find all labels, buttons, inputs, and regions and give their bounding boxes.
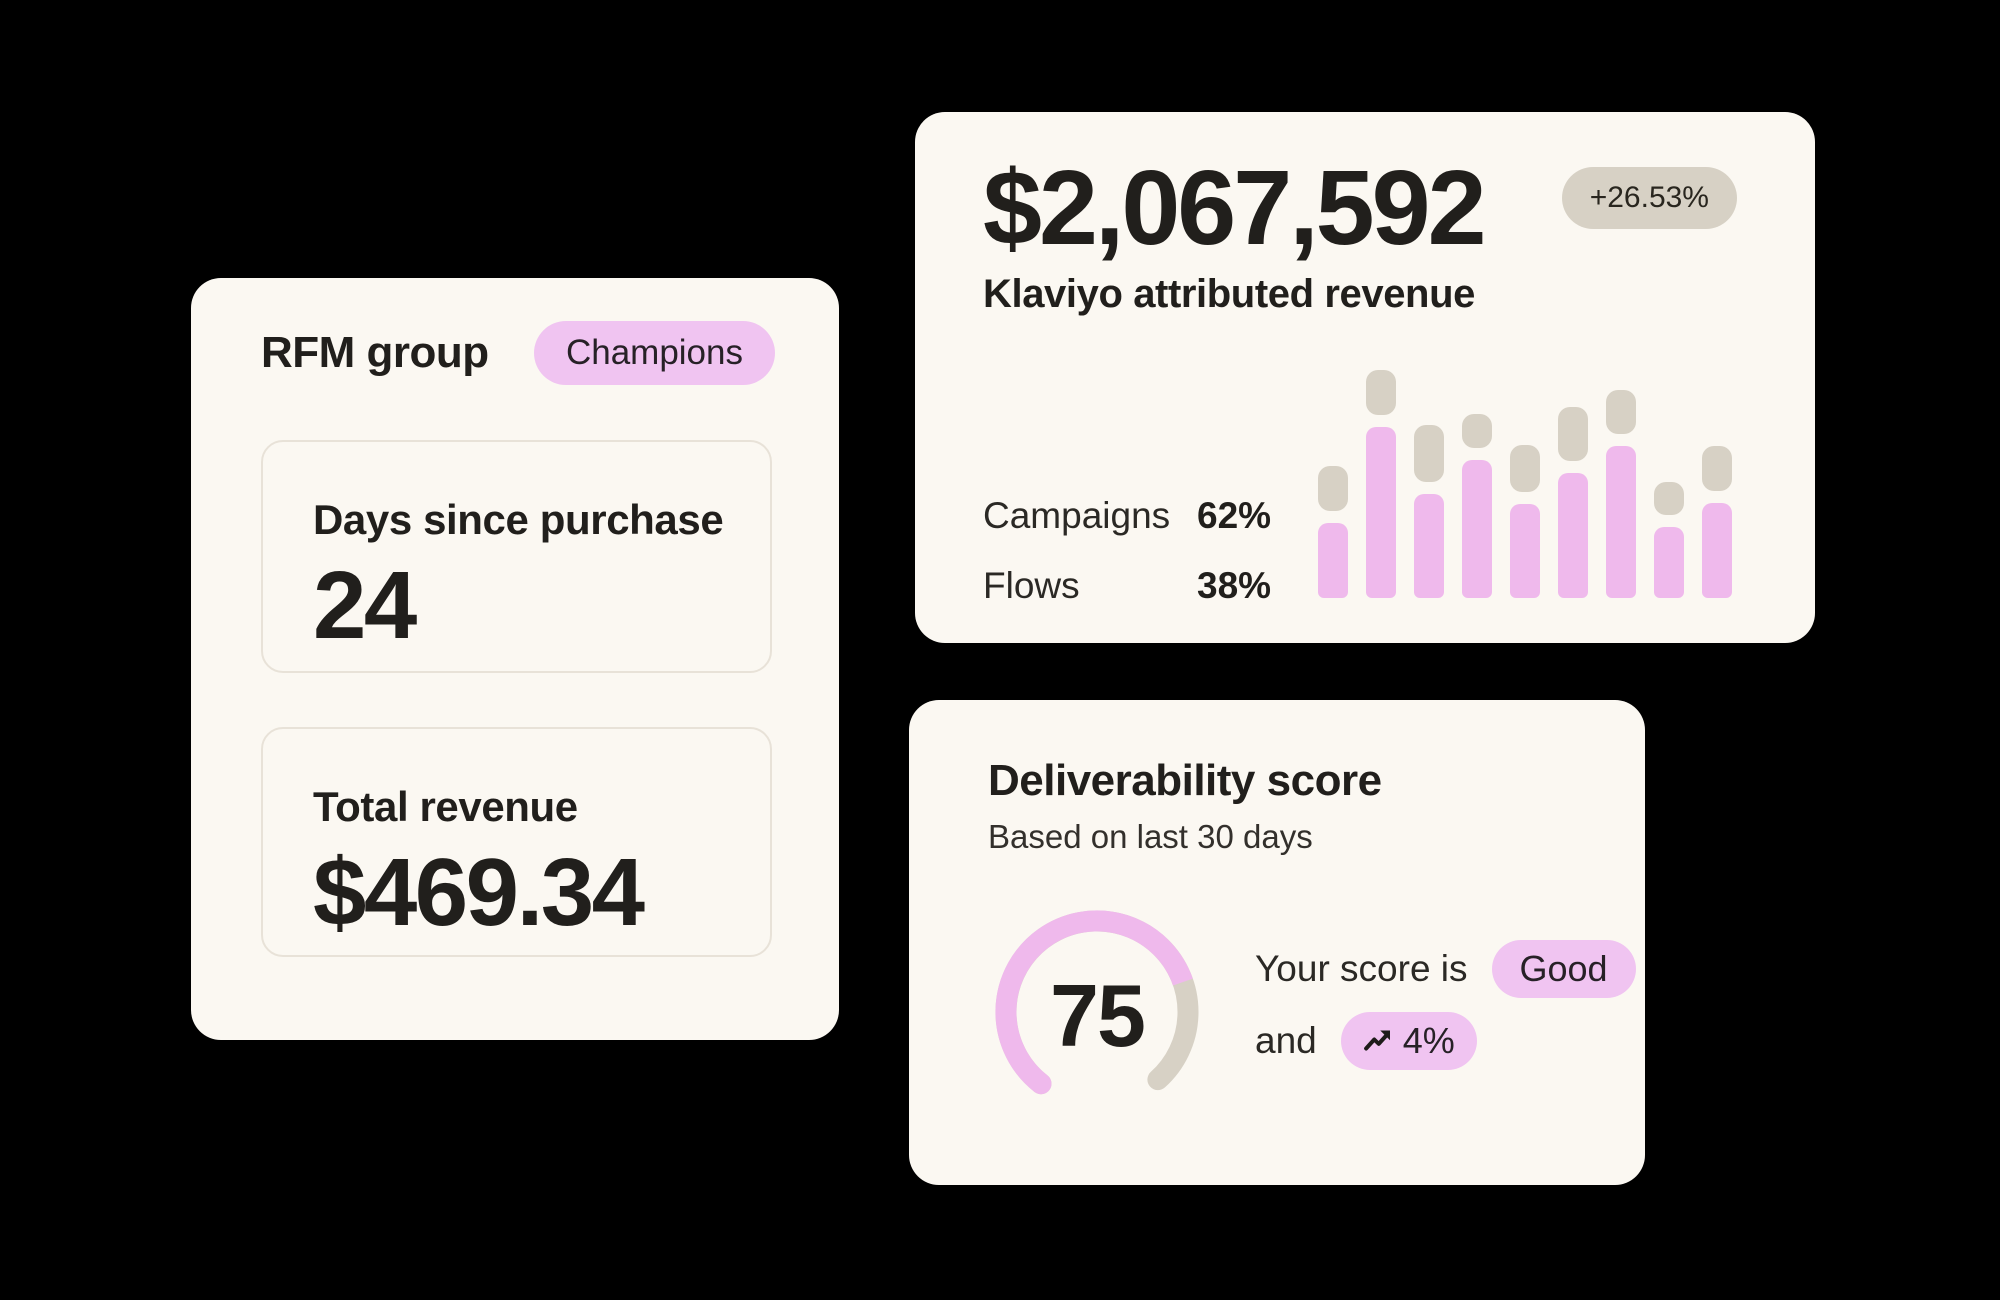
score-line-2: and 4%: [1255, 1012, 1636, 1070]
deliverability-card: Deliverability score Based on last 30 da…: [909, 700, 1645, 1185]
bar-pink-6: [1606, 446, 1636, 598]
bar-pink-3: [1462, 460, 1492, 598]
deliverability-score-value: 75: [1050, 966, 1146, 1065]
score-trend-value: 4%: [1402, 1020, 1455, 1061]
gauge-arc: [995, 910, 1199, 1095]
days-since-purchase-box: Days since purchase 24: [261, 440, 772, 673]
revenue-bar-chart: [1318, 363, 1733, 598]
legend-row-flows: Flows 38%: [983, 565, 1271, 609]
bar-cap-5: [1558, 407, 1588, 461]
rfm-card-header: RFM group Champions: [261, 318, 775, 388]
bar-pink-8: [1702, 503, 1732, 598]
attributed-revenue-value: $2,067,592: [983, 149, 1487, 267]
rfm-group-badge: Champions: [533, 321, 775, 385]
bar-cap-7: [1654, 482, 1684, 515]
bar-cap-2: [1414, 425, 1444, 482]
days-since-purchase-value: 24: [313, 552, 417, 659]
campaigns-value: 62%: [1197, 495, 1272, 536]
flows-label: Flows: [983, 565, 1080, 606]
trending-up-icon: [1363, 1030, 1390, 1051]
attributed-revenue-label: Klaviyo attributed revenue: [983, 272, 1475, 316]
bar-pink-1: [1366, 427, 1396, 598]
total-revenue-label: Total revenue: [313, 783, 578, 830]
gauge-fill-arc: [995, 910, 1193, 1092]
score-summary: Your score is Good and 4%: [1255, 940, 1636, 1084]
bar-cap-3: [1462, 414, 1492, 448]
bar-cap-6: [1606, 390, 1636, 434]
score-line2-text: and: [1255, 1020, 1317, 1061]
bar-pink-0: [1318, 523, 1348, 598]
campaigns-label: Campaigns: [983, 495, 1171, 536]
bar-cap-4: [1510, 445, 1540, 492]
score-line-1: Your score is Good: [1255, 940, 1636, 998]
flows-value: 38%: [1197, 565, 1272, 606]
rfm-card-title: RFM group: [261, 328, 489, 377]
bar-cap-1: [1366, 370, 1396, 415]
bar-cap-0: [1318, 466, 1348, 511]
deliverability-title: Deliverability score: [988, 756, 1382, 805]
total-revenue-value: $469.34: [313, 839, 645, 946]
rfm-group-card: RFM group Champions Days since purchase …: [191, 278, 839, 1040]
deliverability-gauge: 75: [995, 910, 1199, 1114]
score-line1-text: Your score is: [1255, 948, 1468, 989]
bar-pink-2: [1414, 494, 1444, 598]
score-trend-badge: 4%: [1340, 1012, 1477, 1070]
legend-row-campaigns: Campaigns 62%: [983, 495, 1271, 539]
bar-pink-7: [1654, 527, 1684, 598]
deliverability-subtitle: Based on last 30 days: [988, 818, 1313, 855]
revenue-legend: Campaigns 62% Flows 38%: [983, 495, 1271, 635]
gauge-fill-start-cap: [1030, 1073, 1052, 1095]
score-rating-badge: Good: [1491, 940, 1636, 998]
total-revenue-box: Total revenue $469.34: [261, 727, 772, 957]
bar-pink-5: [1558, 473, 1588, 598]
days-since-purchase-label: Days since purchase: [313, 496, 724, 543]
attributed-revenue-card: $2,067,592 +26.53% Klaviyo attributed re…: [915, 112, 1815, 643]
bar-pink-4: [1510, 504, 1540, 598]
revenue-change-badge: +26.53%: [1561, 167, 1737, 229]
bar-cap-8: [1702, 446, 1732, 491]
